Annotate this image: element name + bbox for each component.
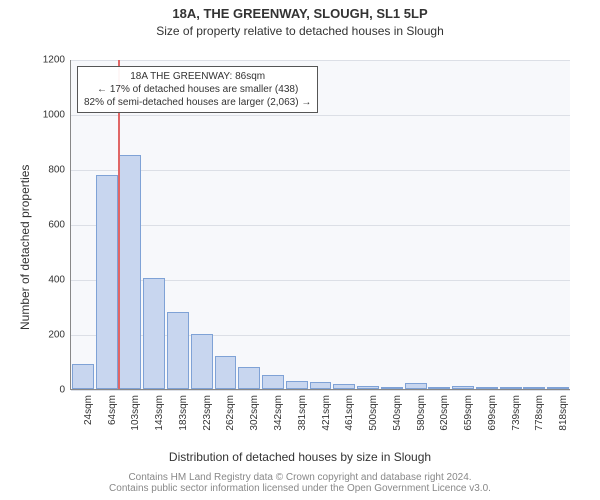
x-tick-label: 342sqm (273, 395, 284, 431)
x-tick-label: 223sqm (202, 395, 213, 431)
histogram-bar (405, 383, 427, 389)
bar-slot: 659sqm (451, 60, 475, 389)
x-tick-label: 500sqm (368, 395, 379, 431)
histogram-bar (476, 387, 498, 389)
histogram-bar (286, 381, 308, 389)
gridline (71, 390, 570, 391)
annotation-line: 82% of semi-detached houses are larger (… (84, 96, 311, 109)
x-tick-label: 620sqm (439, 395, 450, 431)
x-tick-label: 699sqm (487, 395, 498, 431)
chart-title: 18A, THE GREENWAY, SLOUGH, SL1 5LP (0, 6, 600, 21)
x-tick-label: 381sqm (297, 395, 308, 431)
bar-slot: 739sqm (499, 60, 523, 389)
histogram-bar (333, 384, 355, 389)
x-tick-label: 778sqm (534, 395, 545, 431)
y-axis-label: Number of detached properties (18, 165, 32, 330)
histogram-bar (547, 387, 569, 389)
y-tick-label: 1000 (43, 110, 65, 121)
y-tick-label: 800 (48, 165, 65, 176)
x-tick-label: 103sqm (130, 395, 141, 431)
x-tick-label: 183sqm (178, 395, 189, 431)
bar-slot: 500sqm (356, 60, 380, 389)
x-tick-label: 24sqm (83, 395, 94, 425)
x-tick-label: 540sqm (392, 395, 403, 431)
y-tick-label: 200 (48, 330, 65, 341)
histogram-bar (523, 387, 545, 389)
histogram-bar (428, 387, 450, 389)
histogram-chart: 18A, THE GREENWAY, SLOUGH, SL1 5LP Size … (0, 0, 600, 500)
footer-attribution: Contains HM Land Registry data © Crown c… (0, 472, 600, 494)
x-tick-label: 421sqm (321, 395, 332, 431)
chart-subtitle: Size of property relative to detached ho… (0, 24, 600, 38)
x-tick-label: 143sqm (154, 395, 165, 431)
x-axis-label: Distribution of detached houses by size … (0, 450, 600, 464)
histogram-bar (167, 312, 189, 389)
annotation-line: 18A THE GREENWAY: 86sqm (84, 70, 311, 83)
bar-slot: 699sqm (475, 60, 499, 389)
bar-slot: 580sqm (404, 60, 428, 389)
histogram-bar (191, 334, 213, 389)
histogram-bar (215, 356, 237, 389)
y-tick-label: 0 (59, 385, 65, 396)
histogram-bar (357, 386, 379, 389)
bar-slot: 778sqm (523, 60, 547, 389)
bar-slot: 461sqm (332, 60, 356, 389)
plot-area: 02004006008001000120024sqm64sqm103sqm143… (70, 60, 570, 390)
x-tick-label: 818sqm (558, 395, 569, 431)
x-tick-label: 659sqm (463, 395, 474, 431)
y-tick-label: 600 (48, 220, 65, 231)
x-tick-label: 580sqm (416, 395, 427, 431)
annotation-line: ← 17% of detached houses are smaller (43… (84, 83, 311, 96)
bar-slot: 818sqm (546, 60, 570, 389)
histogram-bar (310, 382, 332, 389)
x-tick-label: 302sqm (249, 395, 260, 431)
histogram-bar (381, 387, 403, 389)
histogram-bar (143, 278, 165, 389)
annotation-box: 18A THE GREENWAY: 86sqm← 17% of detached… (77, 66, 318, 113)
y-tick-label: 400 (48, 275, 65, 286)
bar-slot: 620sqm (427, 60, 451, 389)
histogram-bar (262, 375, 284, 389)
histogram-bar (119, 155, 141, 389)
histogram-bar (72, 364, 94, 389)
histogram-bar (96, 175, 118, 389)
histogram-bar (238, 367, 260, 389)
x-tick-label: 461sqm (344, 395, 355, 431)
x-tick-label: 739sqm (511, 395, 522, 431)
y-tick-label: 1200 (43, 55, 65, 66)
footer-line-1: Contains HM Land Registry data © Crown c… (0, 472, 600, 483)
footer-line-2: Contains public sector information licen… (0, 483, 600, 494)
histogram-bar (500, 387, 522, 389)
x-tick-label: 64sqm (107, 395, 118, 425)
histogram-bar (452, 386, 474, 389)
x-tick-label: 262sqm (225, 395, 236, 431)
bar-slot: 540sqm (380, 60, 404, 389)
